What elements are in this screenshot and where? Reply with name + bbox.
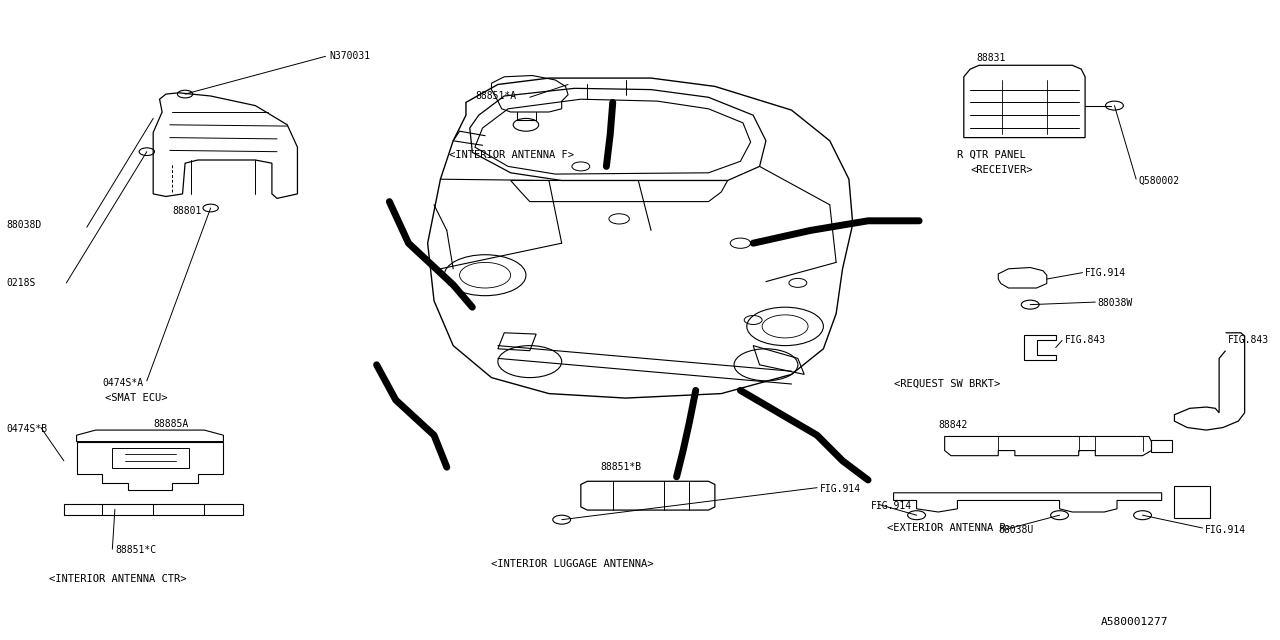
- Text: FIG.914: FIG.914: [1204, 525, 1247, 535]
- Text: 0474S*A: 0474S*A: [102, 378, 143, 388]
- Text: 88038W: 88038W: [1098, 298, 1133, 308]
- Text: Q580002: Q580002: [1139, 175, 1180, 186]
- Text: 88885A: 88885A: [154, 419, 188, 429]
- Text: 88038D: 88038D: [6, 220, 42, 230]
- Text: 0474S*B: 0474S*B: [6, 424, 47, 434]
- Text: FIG.843: FIG.843: [1228, 335, 1270, 346]
- Text: 0218S: 0218S: [6, 278, 36, 288]
- Text: 88801: 88801: [173, 206, 202, 216]
- Text: 88851*A: 88851*A: [475, 91, 516, 101]
- Text: 88851*B: 88851*B: [600, 462, 641, 472]
- Text: A580001277: A580001277: [1101, 617, 1167, 627]
- Text: 88842: 88842: [938, 420, 968, 430]
- Text: 88038U: 88038U: [998, 525, 1033, 535]
- Text: FIG.914: FIG.914: [870, 500, 911, 511]
- Text: <RECEIVER>: <RECEIVER>: [970, 164, 1033, 175]
- Text: R QTR PANEL: R QTR PANEL: [957, 150, 1027, 160]
- Text: N370031: N370031: [329, 51, 370, 61]
- Text: <INTERIOR ANTENNA F>: <INTERIOR ANTENNA F>: [449, 150, 575, 160]
- Text: <INTERIOR LUGGAGE ANTENNA>: <INTERIOR LUGGAGE ANTENNA>: [492, 559, 654, 570]
- Text: FIG.914: FIG.914: [819, 484, 860, 494]
- Text: 88831: 88831: [977, 52, 1006, 63]
- Text: <REQUEST SW BRKT>: <REQUEST SW BRKT>: [893, 379, 1000, 389]
- Text: FIG.914: FIG.914: [1085, 268, 1126, 278]
- Text: <SMAT ECU>: <SMAT ECU>: [105, 393, 168, 403]
- Text: 88851*C: 88851*C: [115, 545, 156, 556]
- Text: <EXTERIOR ANTENNA R>: <EXTERIOR ANTENNA R>: [887, 523, 1012, 533]
- Text: <INTERIOR ANTENNA CTR>: <INTERIOR ANTENNA CTR>: [49, 573, 186, 584]
- Text: FIG.843: FIG.843: [1065, 335, 1106, 346]
